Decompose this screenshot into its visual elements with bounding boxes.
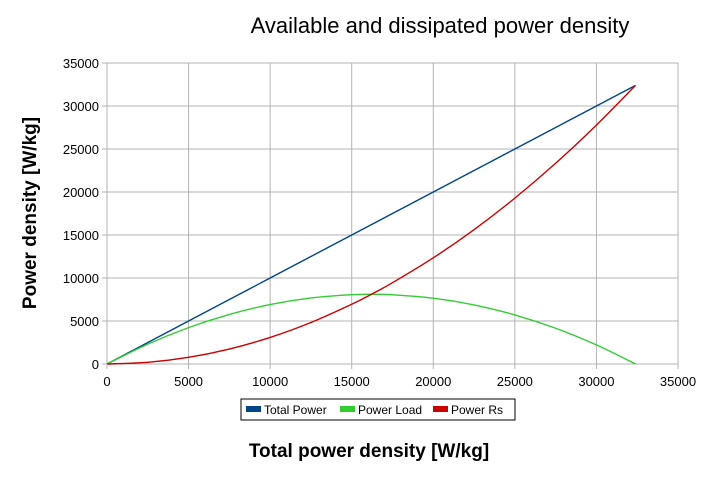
y-tick-label: 20000	[63, 185, 99, 200]
series-line-power-load	[106, 293, 636, 365]
x-tick-label: 10000	[252, 374, 288, 389]
y-tick-label: 0	[92, 357, 99, 372]
y-tick-label: 30000	[63, 99, 99, 114]
legend-swatch-power-load	[340, 406, 355, 412]
x-tick-label: 30000	[578, 374, 614, 389]
x-tick-label: 0	[103, 374, 110, 389]
x-tick-label: 35000	[660, 374, 696, 389]
y-tick-label: 5000	[70, 314, 99, 329]
y-tick-label: 10000	[63, 271, 99, 286]
grid	[106, 62, 679, 365]
x-tick-label: 15000	[334, 374, 370, 389]
legend-box	[240, 398, 516, 421]
legend-swatch-total-power	[246, 406, 261, 412]
legend: Total Power Power Load Power Rs	[240, 398, 516, 421]
series-line-power-rs	[106, 84, 637, 365]
legend-label-power-load: Power Load	[358, 403, 422, 417]
x-tick-label: 25000	[497, 374, 533, 389]
y-tick-label: 25000	[63, 142, 99, 157]
plot-area-border	[106, 62, 679, 365]
series-line-total-power	[106, 84, 636, 365]
legend-label-power-rs: Power Rs	[451, 403, 503, 417]
legend-swatch-power-rs	[433, 406, 448, 412]
tick-labels: 0 5000 10000 15000 20000 25000 30000 35000 0 5000…	[63, 56, 696, 389]
y-axis-title: Power density [W/kg]	[20, 117, 41, 309]
y-tick-label: 35000	[63, 56, 99, 71]
chart-title: Available and dissipated power density	[251, 13, 630, 38]
x-tick-label: 5000	[174, 374, 203, 389]
y-tick-label: 15000	[63, 228, 99, 243]
series-layer	[106, 84, 637, 365]
x-tick-label: 20000	[415, 374, 451, 389]
x-axis-title: Total power density [W/kg]	[249, 441, 489, 462]
legend-label-total-power: Total Power	[264, 403, 327, 417]
